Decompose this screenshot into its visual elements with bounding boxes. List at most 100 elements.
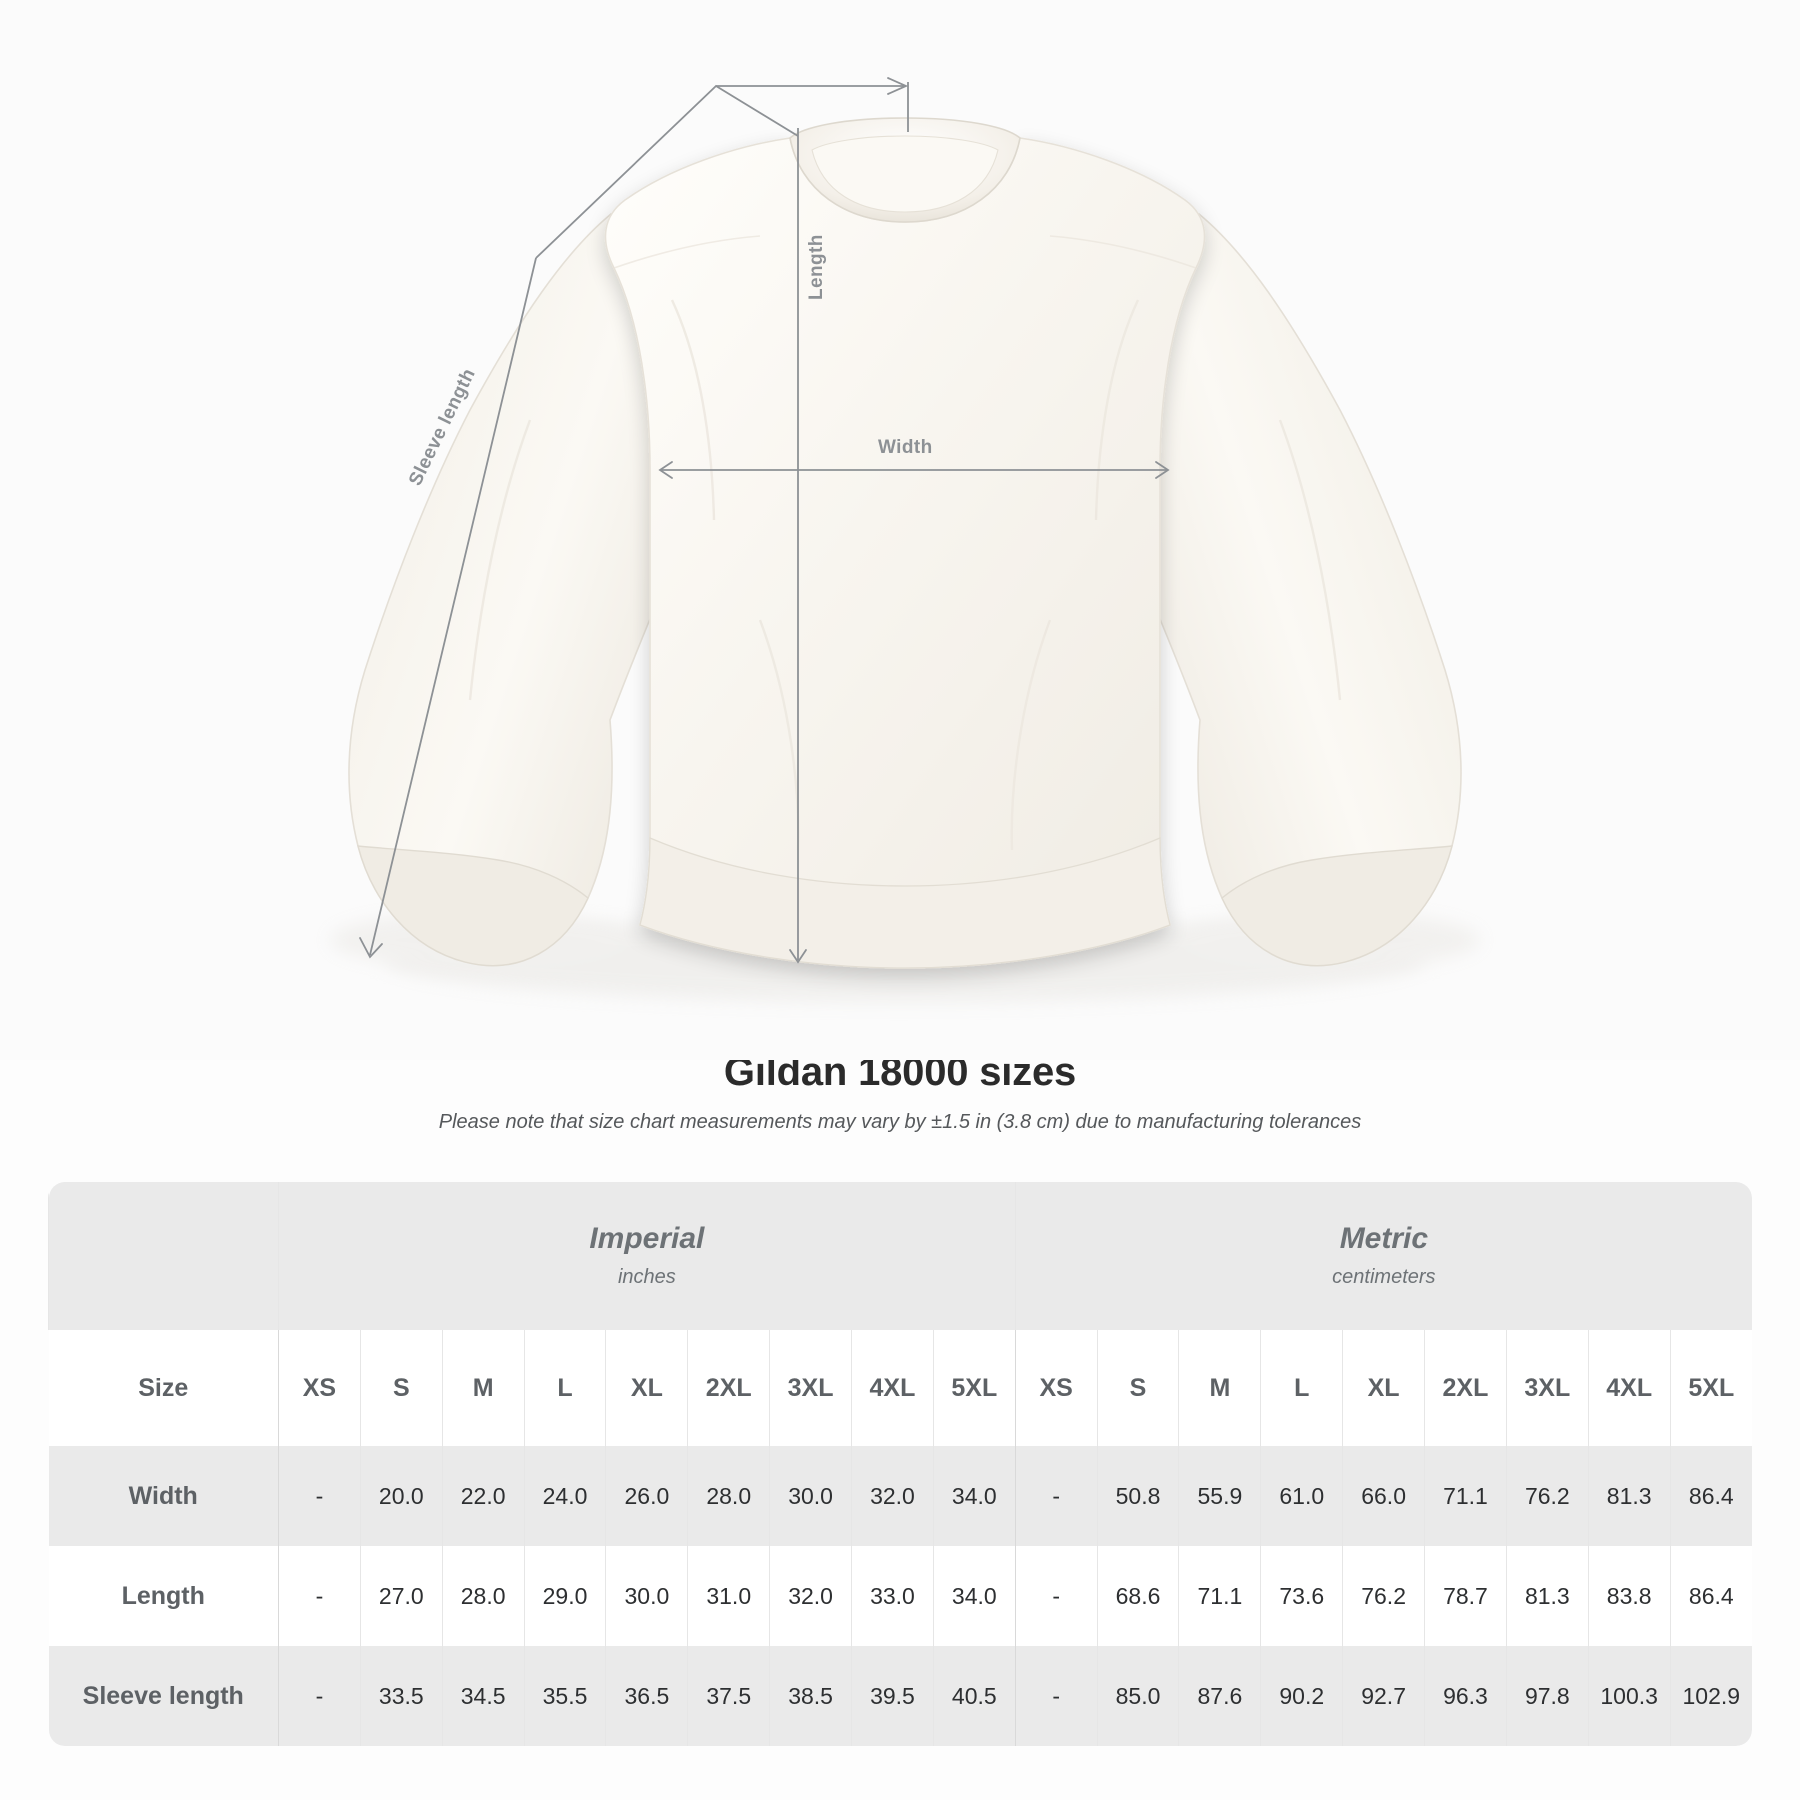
cell-length-metric-3xl: 81.3 bbox=[1505, 1546, 1589, 1646]
size-header-metric-xs: XS bbox=[1014, 1330, 1098, 1446]
cell-width-imperial-xl: 26.0 bbox=[605, 1446, 688, 1546]
row-label-length: Length bbox=[48, 1546, 279, 1646]
unit-group-imperial-sub: inches bbox=[617, 1266, 676, 1289]
cell-length-imperial-3xl: 32.0 bbox=[769, 1546, 852, 1646]
unit-header-spacer bbox=[48, 1182, 279, 1330]
left-cuff bbox=[357, 845, 589, 967]
size-header-metric-s: S bbox=[1096, 1330, 1179, 1446]
cell-width-imperial-2xl: 28.0 bbox=[687, 1446, 770, 1546]
cell-width-metric-5xl: 86.4 bbox=[1669, 1446, 1752, 1546]
size-header-imperial-m: M bbox=[441, 1330, 525, 1446]
size-header-metric-3xl: 3XL bbox=[1505, 1330, 1589, 1446]
size-header-metric-4xl: 4XL bbox=[1587, 1330, 1671, 1446]
cell-length-imperial-xl: 30.0 bbox=[605, 1546, 688, 1646]
size-header-imperial-xs: XS bbox=[278, 1330, 361, 1446]
cell-length-metric-2xl: 78.7 bbox=[1424, 1546, 1507, 1646]
size-header-metric-2xl: 2XL bbox=[1424, 1330, 1507, 1446]
unit-group-metric-sub: centimeters bbox=[1332, 1266, 1436, 1289]
cell-width-metric-2xl: 71.1 bbox=[1424, 1446, 1507, 1546]
cell-width-imperial-s: 20.0 bbox=[359, 1446, 443, 1546]
size-header-imperial-2xl: 2XL bbox=[687, 1330, 770, 1446]
cell-width-metric-l: 61.0 bbox=[1260, 1446, 1343, 1546]
cell-length-imperial-xs: - bbox=[278, 1546, 361, 1646]
cell-length-metric-xs: - bbox=[1014, 1546, 1098, 1646]
table-row: Width - 20.0 22.0 24.0 26.0 28.0 30.0 32… bbox=[48, 1446, 1752, 1546]
unit-group-header-row: Imperial inches Metric centimeters bbox=[48, 1182, 1752, 1330]
cell-sleeve-metric-4xl: 100.3 bbox=[1587, 1646, 1671, 1746]
guide-arrowheads bbox=[359, 77, 1170, 964]
right-cuff bbox=[1221, 845, 1453, 967]
cell-sleeve-imperial-5xl: 40.5 bbox=[932, 1646, 1016, 1746]
cell-length-imperial-2xl: 31.0 bbox=[687, 1546, 770, 1646]
table-row: Length - 27.0 28.0 29.0 30.0 31.0 32.0 3… bbox=[48, 1546, 1752, 1646]
size-header-metric-m: M bbox=[1178, 1330, 1261, 1446]
cell-sleeve-metric-5xl: 102.9 bbox=[1669, 1646, 1752, 1746]
cell-sleeve-metric-2xl: 96.3 bbox=[1424, 1646, 1507, 1746]
sleeve-guide-line bbox=[369, 257, 537, 956]
cell-length-metric-m: 71.1 bbox=[1178, 1546, 1261, 1646]
sweatshirt-diagram bbox=[330, 77, 1480, 1002]
cell-length-imperial-4xl: 33.0 bbox=[851, 1546, 934, 1646]
cell-width-metric-3xl: 76.2 bbox=[1505, 1446, 1589, 1546]
size-header-imperial-l: L bbox=[523, 1330, 606, 1446]
cell-length-imperial-m: 28.0 bbox=[441, 1546, 525, 1646]
cell-sleeve-metric-xs: - bbox=[1014, 1646, 1098, 1746]
cell-length-metric-l: 73.6 bbox=[1260, 1546, 1343, 1646]
cell-width-metric-xl: 66.0 bbox=[1342, 1446, 1425, 1546]
width-dimension-label: Width bbox=[878, 437, 933, 458]
size-header-imperial-xl: XL bbox=[605, 1330, 688, 1446]
cell-sleeve-imperial-l: 35.5 bbox=[523, 1646, 606, 1746]
length-dimension-label: Length bbox=[806, 234, 827, 300]
unit-group-metric: Metric centimeters bbox=[1014, 1182, 1752, 1330]
cell-width-imperial-xs: - bbox=[278, 1446, 361, 1546]
cell-width-imperial-3xl: 30.0 bbox=[769, 1446, 852, 1546]
size-table: Imperial inches Metric centimeters Size … bbox=[48, 1182, 1752, 1746]
cell-width-metric-4xl: 81.3 bbox=[1587, 1446, 1671, 1546]
cell-sleeve-metric-l: 90.2 bbox=[1260, 1646, 1343, 1746]
cell-length-metric-5xl: 86.4 bbox=[1669, 1546, 1752, 1646]
cell-sleeve-imperial-s: 33.5 bbox=[359, 1646, 443, 1746]
cell-sleeve-imperial-4xl: 39.5 bbox=[851, 1646, 934, 1746]
cell-length-imperial-s: 27.0 bbox=[359, 1546, 443, 1646]
cell-length-imperial-l: 29.0 bbox=[523, 1546, 606, 1646]
hem-band bbox=[639, 837, 1171, 969]
cell-sleeve-imperial-3xl: 38.5 bbox=[769, 1646, 852, 1746]
cell-sleeve-imperial-2xl: 37.5 bbox=[687, 1646, 770, 1746]
cell-width-metric-m: 55.9 bbox=[1178, 1446, 1261, 1546]
table-row: Sleeve length - 33.5 34.5 35.5 36.5 37.5… bbox=[48, 1646, 1752, 1746]
cell-width-imperial-m: 22.0 bbox=[441, 1446, 525, 1546]
shoulder-seams bbox=[613, 235, 1197, 269]
size-header-metric-xl: XL bbox=[1342, 1330, 1425, 1446]
cell-width-imperial-4xl: 32.0 bbox=[851, 1446, 934, 1546]
cell-sleeve-metric-xl: 92.7 bbox=[1342, 1646, 1425, 1746]
size-header-row: Size XS S M L XL 2XL 3XL 4XL 5XL XS S M … bbox=[48, 1330, 1752, 1446]
tolerance-note: Please note that size chart measurements… bbox=[438, 1111, 1362, 1133]
size-header-imperial-5xl: 5XL bbox=[932, 1330, 1016, 1446]
collar-inner bbox=[811, 135, 999, 213]
size-header-metric-l: L bbox=[1260, 1330, 1343, 1446]
cell-length-metric-4xl: 83.8 bbox=[1587, 1546, 1671, 1646]
cell-sleeve-imperial-xl: 36.5 bbox=[605, 1646, 688, 1746]
size-header-imperial-s: S bbox=[359, 1330, 443, 1446]
row-label-sleeve-length: Sleeve length bbox=[48, 1646, 279, 1746]
cell-length-metric-s: 68.6 bbox=[1096, 1546, 1179, 1646]
cell-sleeve-imperial-xs: - bbox=[278, 1646, 361, 1746]
size-header-imperial-3xl: 3XL bbox=[769, 1330, 852, 1446]
garment-body bbox=[604, 137, 1206, 969]
unit-group-imperial: Imperial inches bbox=[278, 1182, 1016, 1330]
row-label-width: Width bbox=[48, 1446, 279, 1546]
unit-group-imperial-title: Imperial bbox=[589, 1221, 705, 1255]
size-header-imperial-4xl: 4XL bbox=[851, 1330, 934, 1446]
cell-sleeve-metric-m: 87.6 bbox=[1178, 1646, 1261, 1746]
cell-width-imperial-5xl: 34.0 bbox=[932, 1446, 1016, 1546]
cell-length-imperial-5xl: 34.0 bbox=[932, 1546, 1016, 1646]
cell-sleeve-metric-3xl: 97.8 bbox=[1505, 1646, 1589, 1746]
title-block: Gildan 18000 sizes Please note that size… bbox=[0, 1050, 1800, 1134]
unit-group-metric-title: Metric bbox=[1339, 1221, 1429, 1255]
cell-sleeve-metric-s: 85.0 bbox=[1096, 1646, 1179, 1746]
size-header-label: Size bbox=[48, 1330, 279, 1446]
size-table-wrapper: Imperial inches Metric centimeters Size … bbox=[48, 1182, 1752, 1746]
garment-illustration: Length Width Sleeve length bbox=[330, 77, 1480, 1002]
cell-width-metric-xs: - bbox=[1014, 1446, 1098, 1546]
